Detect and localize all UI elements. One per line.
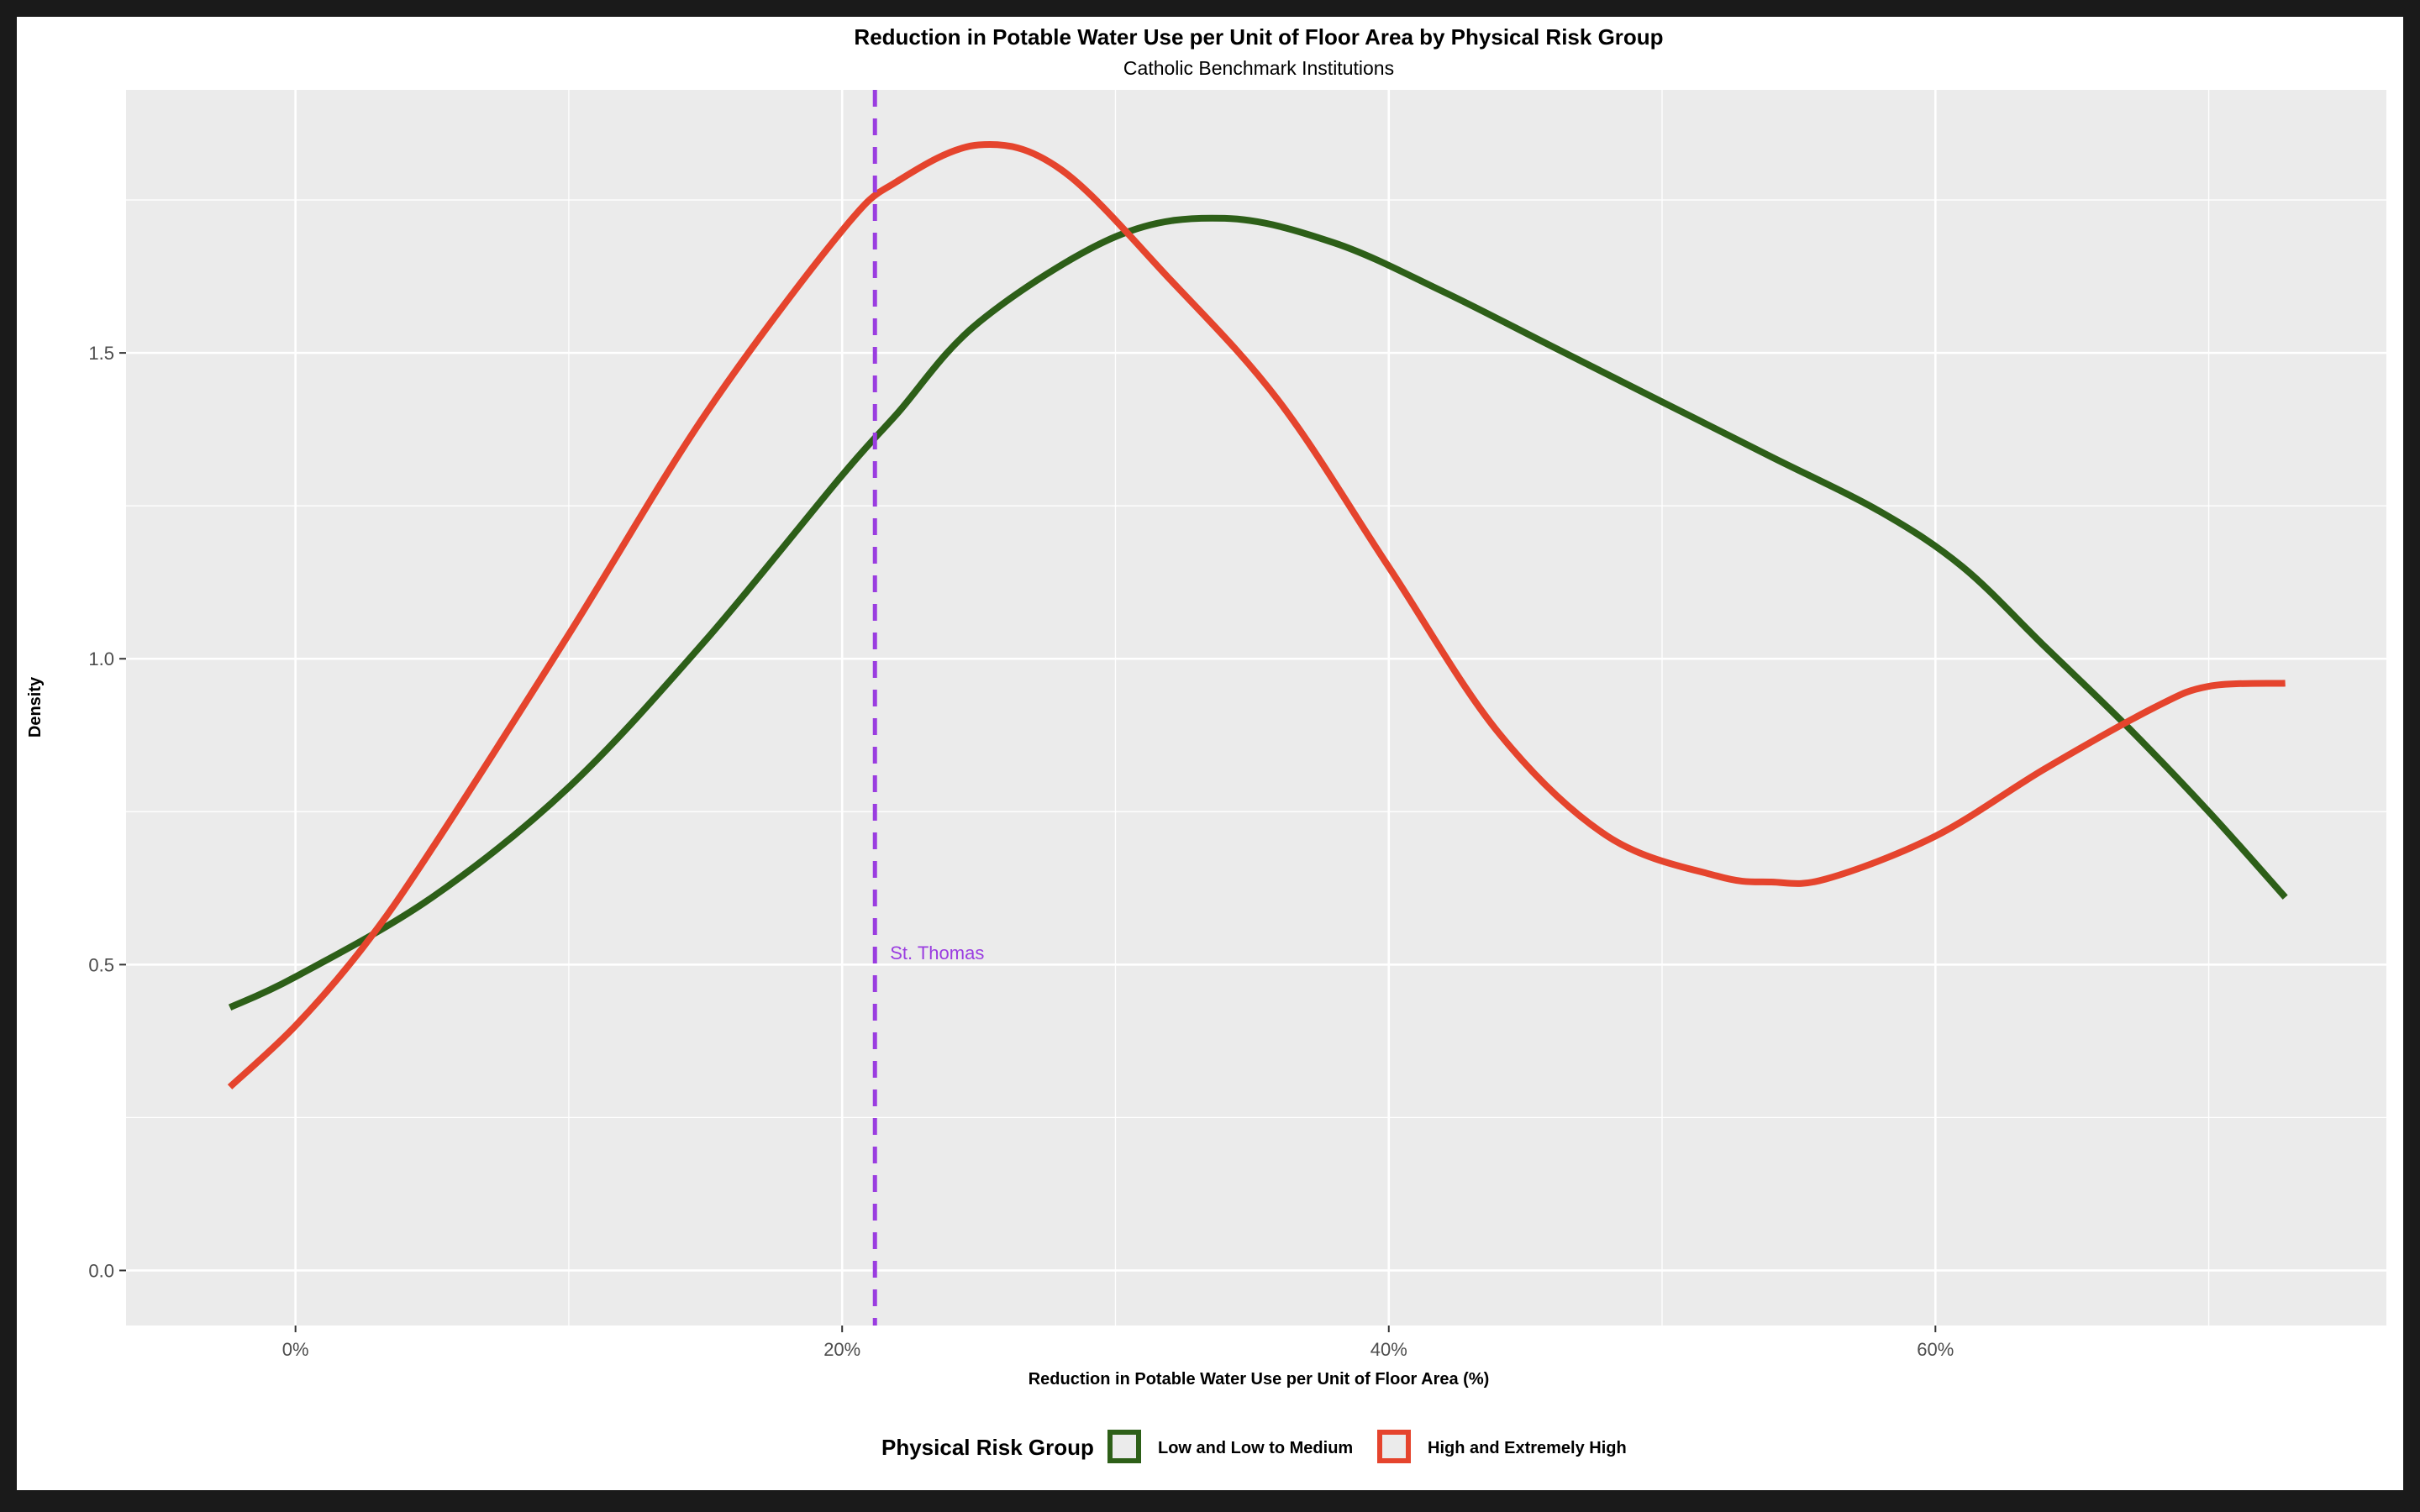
legend-title: Physical Risk Group	[881, 1435, 1094, 1460]
plot-panel	[126, 90, 2386, 1326]
y-axis-title: Density	[26, 676, 45, 738]
chart-frame: Reduction in Potable Water Use per Unit …	[17, 17, 2403, 1490]
x-tick-label: 0%	[282, 1339, 309, 1360]
legend-label-high-extreme: High and Extremely High	[1428, 1439, 1627, 1457]
series-layer	[227, 141, 2288, 1089]
st-thomas-label: St. Thomas	[890, 942, 984, 963]
x-axis-title: Reduction in Potable Water Use per Unit …	[1028, 1370, 1490, 1389]
y-tick-label: 0.5	[88, 954, 114, 975]
x-tick-label: 60%	[1917, 1339, 1954, 1360]
y-tick-label: 1.0	[88, 648, 114, 669]
chart-subtitle: Catholic Benchmark Institutions	[1123, 57, 1394, 79]
grid-lines	[126, 90, 2386, 1326]
legend-key-low-medium	[1107, 1430, 1141, 1463]
legend-label-low-medium: Low and Low to Medium	[1158, 1439, 1353, 1457]
series-line-low-medium	[228, 214, 2288, 1011]
x-tick-label: 40%	[1370, 1339, 1407, 1360]
series-line-high-extreme	[227, 141, 2286, 1089]
x-tick-label: 20%	[823, 1339, 860, 1360]
x-axis: 0% 20% 40% 60%	[282, 1326, 1954, 1360]
density-chart: Reduction in Potable Water Use per Unit …	[26, 24, 2386, 1463]
legend-key-high-extreme	[1377, 1430, 1411, 1463]
y-tick-label: 0.0	[88, 1260, 114, 1281]
y-axis: 0.0 0.5 1.0 1.5	[88, 343, 126, 1281]
legend: Physical Risk Group Low and Low to Mediu…	[881, 1430, 1627, 1463]
annotation-layer: St. Thomas	[872, 90, 984, 1326]
y-tick-label: 1.5	[88, 343, 114, 364]
chart-title: Reduction in Potable Water Use per Unit …	[854, 24, 1663, 50]
